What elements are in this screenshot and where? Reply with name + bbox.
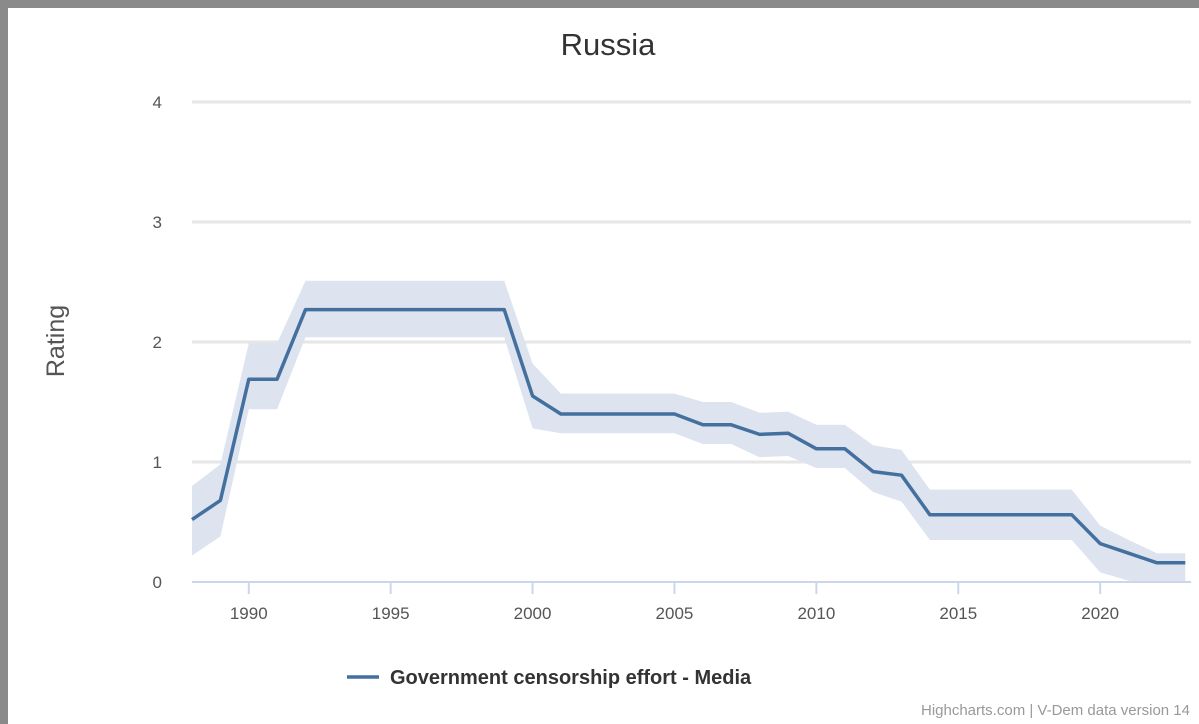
legend-item-label[interactable]: Government censorship effort - Media (390, 667, 752, 689)
y-tick-label: 3 (153, 213, 162, 232)
x-axis: 1990 1995 2000 2005 2010 2015 2020 (192, 581, 1191, 623)
credits-text[interactable]: Highcharts.com | V-Dem data version 14 (921, 702, 1190, 719)
series-lines (191, 307, 1186, 565)
grid-lines (192, 100, 1191, 464)
y-axis-label: Rating (42, 305, 70, 377)
x-tick-label: 1990 (230, 604, 268, 623)
y-tick-label: 1 (153, 453, 162, 472)
confidence-band-area (192, 280, 1186, 582)
x-tick-label: 2000 (514, 604, 552, 623)
y-tick-label: 0 (153, 573, 162, 592)
x-tick-label: 2010 (797, 604, 835, 623)
series-line[interactable] (191, 307, 1186, 565)
y-tick-label: 2 (153, 333, 162, 352)
x-tick-label: 2020 (1081, 604, 1119, 623)
y-tick-label: 4 (153, 93, 162, 112)
x-tick-label: 2015 (939, 604, 977, 623)
legend[interactable]: Government censorship effort - Media (347, 667, 752, 689)
x-tick-label: 2005 (656, 604, 694, 623)
x-tick-label: 1995 (372, 604, 410, 623)
confidence-band (192, 280, 1186, 582)
chart-title: Russia (561, 27, 657, 62)
y-axis-ticks: 0 1 2 3 4 (153, 93, 162, 592)
